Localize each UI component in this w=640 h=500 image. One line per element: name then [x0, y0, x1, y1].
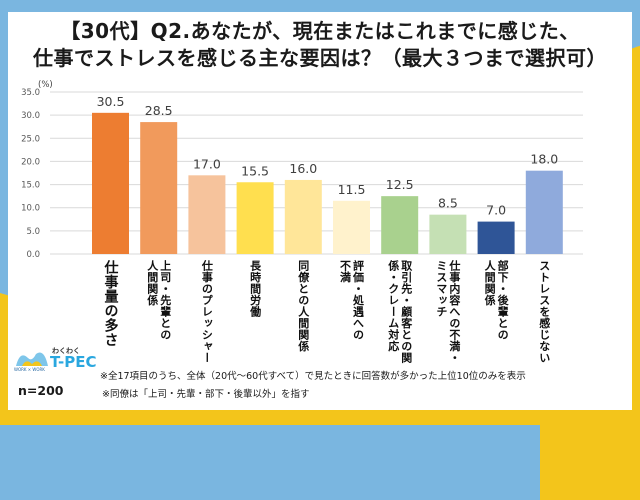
data-label: 30.5 — [97, 94, 125, 109]
x-category-label: 仕事内容への不満・ ミスマッチ — [435, 260, 461, 364]
y-tick-label: 0.0 — [26, 250, 40, 260]
category-label-line: 上司・先輩との — [158, 260, 172, 341]
x-category-label: 上司・先輩との 人間関係 — [146, 260, 172, 341]
x-category-label: 長時間労働 — [249, 260, 262, 318]
chart-title: 【30代】Q2.あなたが、現在またはこれまでに感じた、 仕事でストレスを感じる主… — [8, 18, 632, 72]
data-label: 11.5 — [338, 182, 366, 197]
data-label: 8.5 — [438, 196, 458, 211]
logo-kana: わくわく — [52, 347, 80, 355]
category-label-line: 仕事のプレッシャー — [200, 260, 214, 364]
category-label-line: ミスマッチ — [434, 260, 448, 318]
category-label-line: 人間関係 — [145, 260, 159, 306]
data-label: 12.5 — [386, 177, 414, 192]
bar — [333, 200, 370, 254]
logo-text: T-PEC — [50, 353, 97, 371]
bars — [92, 112, 563, 254]
category-label-line: 評価・処遇への — [351, 260, 365, 341]
footnote-1: ※全17項目のうち、全体（20代～60代すべて）で見たときに回答数が多かった上位… — [100, 371, 526, 382]
x-category-label: 仕事量の多さ — [103, 260, 119, 347]
y-tick-label: 25.0 — [21, 134, 40, 144]
category-label-line: 人間関係 — [483, 260, 497, 306]
title-line-1: 【30代】Q2.あなたが、現在またはこれまでに感じた、 — [60, 19, 580, 43]
bar-chart: 0.0 5.0 10.0 15.0 20.0 25.0 30.0 35.0 (%) 30.5 2… — [21, 80, 583, 260]
bar — [477, 221, 515, 254]
category-label-line: 係・クレーム対応 — [386, 260, 400, 352]
y-axis-unit-label: (%) — [38, 80, 53, 90]
bar — [381, 196, 419, 254]
x-category-label: 評価・処遇への 不満 — [339, 260, 365, 341]
x-category-label: 同僚との人間関係 — [297, 260, 310, 352]
data-label: 18.0 — [530, 152, 558, 167]
x-category-label: 取引先・顧客との関 係・クレーム対応 — [387, 260, 413, 364]
y-axis-ticks: 0.0 5.0 10.0 15.0 20.0 25.0 30.0 35.0 — [21, 88, 40, 260]
bar — [284, 179, 322, 254]
y-tick-label: 5.0 — [26, 227, 40, 237]
y-tick-label: 20.0 — [21, 157, 40, 167]
data-label: 15.5 — [241, 163, 269, 178]
category-label-line: ストレスを感じない — [537, 260, 551, 364]
category-label-line: 長時間労働 — [248, 260, 262, 318]
title-line-2: 仕事でストレスを感じる主な要因は？（最大３つまで選択可） — [33, 46, 607, 70]
category-label-line: 取引先・顧客との関 — [399, 260, 413, 364]
bar — [429, 214, 467, 254]
category-label-line: 部下・後輩との — [496, 260, 510, 341]
tpec-logo: わくわく T-PEC WORK × WORK — [14, 346, 104, 374]
logo-sub: WORK × WORK — [14, 367, 45, 372]
bar — [92, 112, 129, 254]
y-tick-label: 15.0 — [21, 181, 40, 191]
y-tick-label: 30.0 — [21, 111, 40, 121]
y-tick-label: 35.0 — [21, 88, 40, 98]
data-label: 7.0 — [486, 203, 506, 218]
footnote-2: ※同僚は「上司・先輩・部下・後輩以外」を指す — [102, 389, 310, 400]
data-labels: 30.5 28.5 17.0 15.5 16.0 11.5 12.5 8.5 7.0 18.0 — [97, 94, 559, 218]
data-label: 28.5 — [145, 103, 173, 118]
logo-mark-icon — [16, 352, 48, 366]
category-label-line: 仕事内容への不満・ — [447, 260, 461, 364]
data-label: 16.0 — [289, 161, 317, 176]
y-tick-label: 10.0 — [21, 204, 40, 214]
bar — [140, 122, 178, 254]
category-label-line: 同僚との人間関係 — [296, 260, 310, 352]
sample-size: n=200 — [18, 383, 64, 398]
x-category-label: 部下・後輩との 人間関係 — [483, 260, 509, 341]
bar — [188, 175, 226, 254]
bar — [236, 182, 274, 254]
data-label: 17.0 — [193, 156, 221, 171]
bar — [525, 170, 563, 254]
x-category-label: 仕事のプレッシャー — [200, 260, 213, 364]
x-category-label: ストレスを感じない — [538, 260, 551, 364]
category-label-line: 不満 — [338, 260, 352, 283]
category-label-line: 仕事量の多さ — [102, 260, 119, 347]
